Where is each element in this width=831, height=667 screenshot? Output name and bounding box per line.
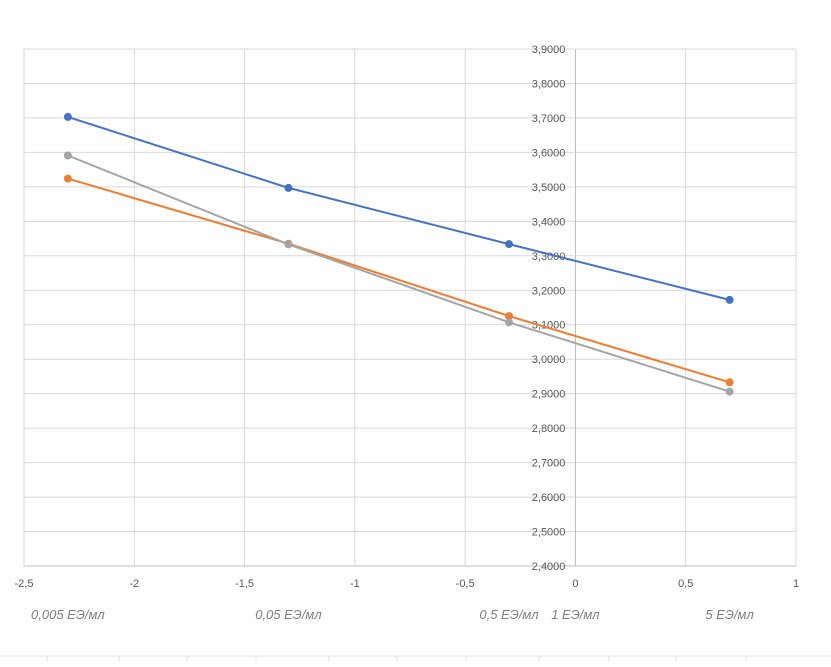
series-1-point xyxy=(725,295,734,304)
concentration-label: 0,005 ЕЭ/мл xyxy=(31,607,105,622)
concentration-label: 1 ЕЭ/мл xyxy=(551,607,600,622)
y-tick-label: 3,3000 xyxy=(532,251,566,263)
series-3-point xyxy=(63,151,72,160)
series-3-line xyxy=(67,154,730,393)
x-tick-label: -0,5 xyxy=(456,578,475,590)
x-tick-label: -1 xyxy=(350,578,360,590)
series-3-point xyxy=(725,387,734,396)
y-tick-label: 2,9000 xyxy=(532,389,566,401)
x-tick-label: -2,5 xyxy=(15,578,34,590)
concentration-label: 0,05 ЕЭ/мл xyxy=(255,607,322,622)
series-1-line xyxy=(67,115,730,301)
y-tick-label: 3,8000 xyxy=(532,78,566,90)
concentration-label: 5 ЕЭ/мл xyxy=(705,607,754,622)
y-tick-label: 2,6000 xyxy=(532,492,566,504)
y-tick-label: 3,5000 xyxy=(532,182,566,194)
series-layer xyxy=(63,112,734,396)
y-tick-label: 3,7000 xyxy=(532,113,566,125)
x-tick-label: -2 xyxy=(129,578,139,590)
series-2-point xyxy=(63,174,72,183)
y-tick-label: 2,8000 xyxy=(532,423,566,435)
y-tick-label: 2,7000 xyxy=(532,458,566,470)
x-tick-label: -1,5 xyxy=(235,578,254,590)
y-tick-label: 3,6000 xyxy=(532,147,566,159)
series-3-point xyxy=(284,240,293,249)
bottom-strip xyxy=(0,655,831,662)
series-2-line xyxy=(67,177,730,384)
y-tick-label: 2,5000 xyxy=(532,527,566,539)
y-tick-label: 3,9000 xyxy=(532,44,566,56)
axis-layer: 2,4000 2,5000 2,6000 2,7000 2,8000 2,9000 3,00… xyxy=(15,44,800,590)
x-tick-label: 0,5 xyxy=(678,578,693,590)
series-1-point xyxy=(284,183,293,192)
series-1-point xyxy=(505,240,514,249)
x-tick-label: 0 xyxy=(572,578,578,590)
series-1-point xyxy=(63,112,72,121)
grid-layer xyxy=(23,48,797,567)
y-tick-label: 2,4000 xyxy=(532,561,566,573)
series-2-point xyxy=(725,378,734,387)
y-tick-label: 3,4000 xyxy=(532,216,566,228)
label-layer: 0,005 ЕЭ/мл 0,05 ЕЭ/мл 0,5 ЕЭ/мл 1 ЕЭ/мл 5 Е… xyxy=(31,607,754,622)
y-tick-label: 3,0000 xyxy=(532,354,566,366)
x-tick-label: 1 xyxy=(793,578,799,590)
concentration-label: 0,5 ЕЭ/мл xyxy=(479,607,539,622)
y-tick-label: 3,2000 xyxy=(532,285,566,297)
series-3-point xyxy=(505,318,514,327)
y-tick-label: 3,1000 xyxy=(532,320,566,332)
